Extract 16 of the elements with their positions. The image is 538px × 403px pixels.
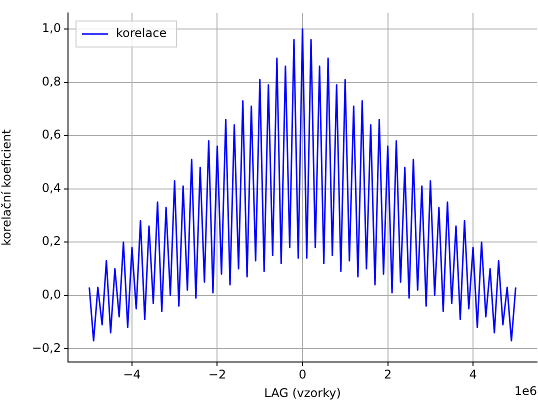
y-axis-title: korelační koeficient — [0, 129, 14, 246]
y-tick-label: −0,2 — [32, 340, 61, 355]
x-tick-label: −2 — [208, 367, 226, 382]
text: 1e6 — [514, 384, 537, 398]
y-tick-label: 1,0 — [42, 21, 61, 36]
x-tick-label: 0 — [298, 367, 306, 382]
y-tick-label: 0,6 — [42, 128, 61, 142]
x-tick-label: 2 — [384, 367, 392, 382]
x-tick-label: 4 — [469, 367, 477, 382]
x-axis-title: LAG (vzorky) — [264, 386, 341, 400]
y-tick-label: 0,8 — [42, 74, 61, 88]
y-tick-label: 0,4 — [42, 180, 61, 195]
y-tick-label: 0,2 — [42, 234, 61, 248]
y-tick-label: 0,0 — [42, 288, 61, 302]
legend-label: korelace — [116, 26, 167, 40]
x-tick-label: −4 — [123, 367, 141, 382]
